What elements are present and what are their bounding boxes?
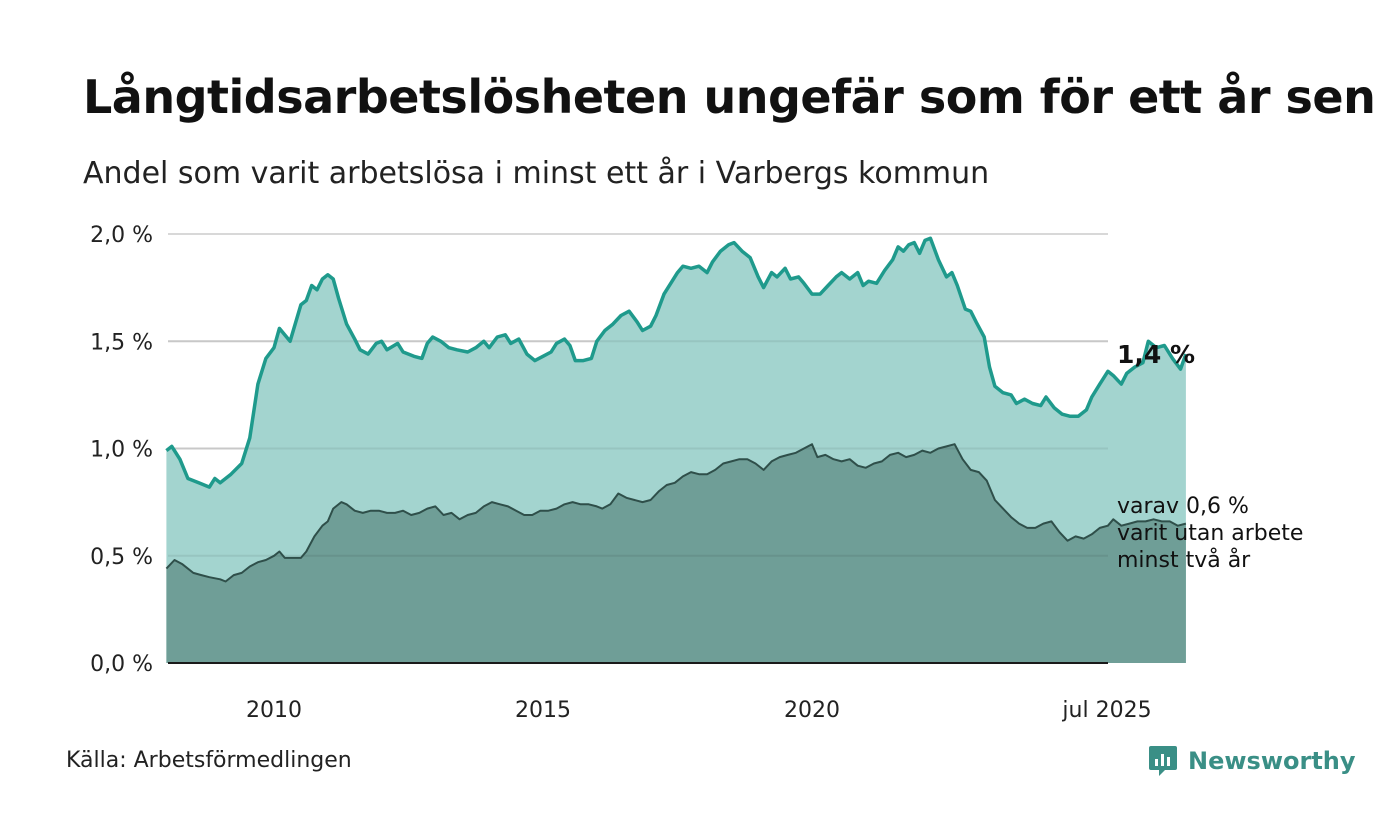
y-tick-label: 1,0 %: [90, 438, 153, 463]
y-axis: 0,0 % 0,5 % 1,0 % 1,5 % 2,0 %: [90, 223, 153, 677]
chart-subtitle: Andel som varit arbetslösa i minst ett å…: [83, 156, 990, 191]
annotation-lower-line: varit utan arbete: [1117, 521, 1303, 546]
line-minst-tva-ar: [165, 443, 1187, 583]
y-tick-label: 2,0 %: [90, 223, 153, 248]
brand-logo: Newsworthy: [1148, 744, 1356, 778]
annotation-last-value: 1,4 %: [1117, 340, 1195, 369]
x-tick-label: 2020: [784, 698, 840, 723]
x-axis: 2010 2015 2020 jul 2025: [246, 698, 1152, 723]
area-fill-minst-tva-ar: [166, 444, 1186, 663]
area-series: [165, 236, 1188, 664]
annotation-lower-line: varav 0,6 %: [1117, 494, 1249, 519]
chart-title: Långtidsarbetslösheten ungefär som för e…: [83, 70, 1376, 124]
brand-name: Newsworthy: [1188, 747, 1356, 775]
x-tick-label: 2010: [246, 698, 302, 723]
source-note: Källa: Arbetsförmedlingen: [66, 748, 352, 773]
newsworthy-logo-icon: [1149, 746, 1177, 776]
x-tick-label: jul 2025: [1061, 698, 1151, 723]
x-tick-label: 2015: [515, 698, 571, 723]
line-minst-ett-ar: [165, 236, 1188, 489]
y-tick-label: 1,5 %: [90, 330, 153, 355]
y-tick-label: 0,0 %: [90, 652, 153, 677]
y-tick-label: 0,5 %: [90, 545, 153, 570]
annotation-lower-line: minst två år: [1117, 547, 1251, 573]
